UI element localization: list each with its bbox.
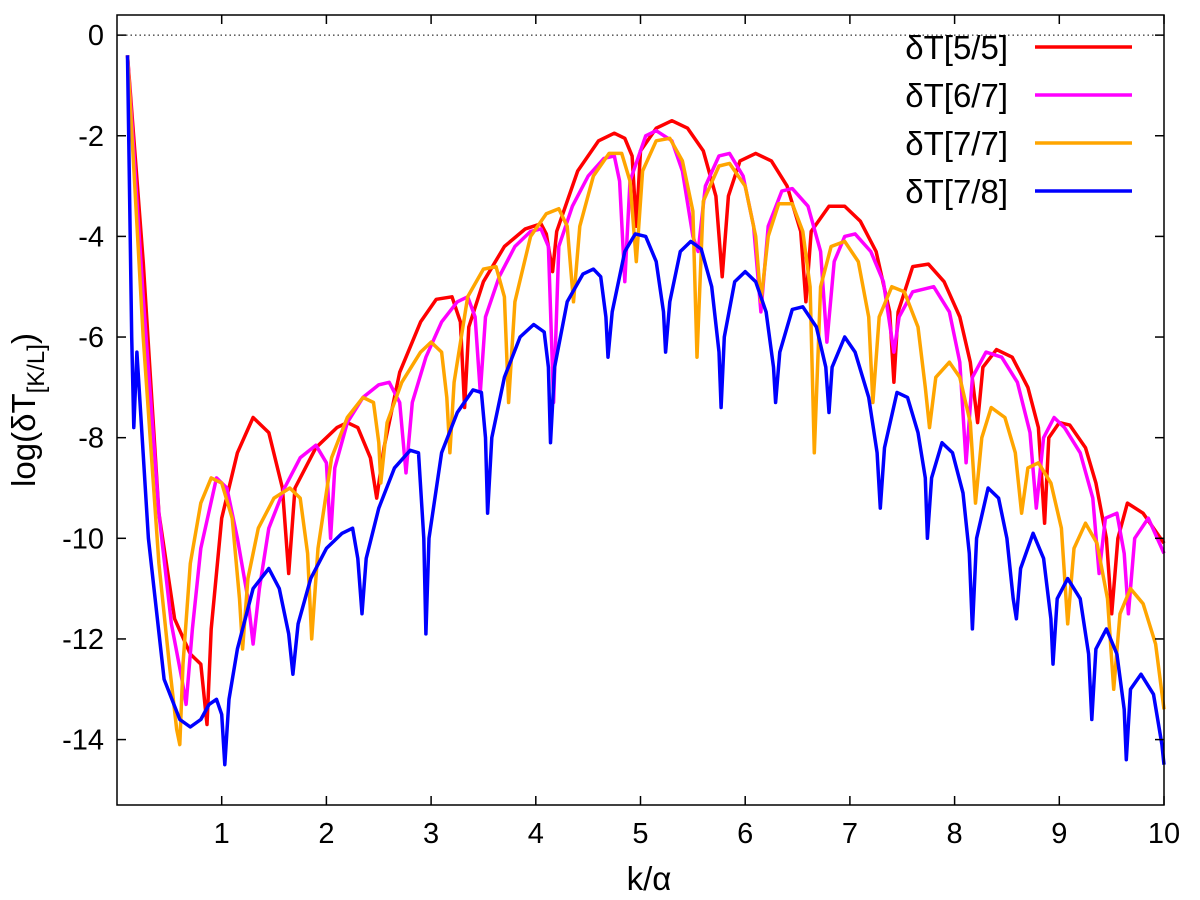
x-tick-label: 10 <box>1148 818 1180 850</box>
series-line-2 <box>125 55 1166 707</box>
x-tick-label: 1 <box>214 818 230 850</box>
ticks-layer: 1 2 3 4 5 6 7 8 9 10 0 -2 -4 -6 -8 -10 -12 -14 <box>62 15 1180 850</box>
series-line-4 <box>125 55 1166 767</box>
y-tick-label: 0 <box>88 20 104 52</box>
x-tick-label: 8 <box>947 818 963 850</box>
series-line-1 <box>125 55 1166 727</box>
y-tick-label: -4 <box>78 221 104 253</box>
y-tick-label: -14 <box>62 725 104 757</box>
y-tick-label: -2 <box>78 121 104 153</box>
y-axis-label: log(δT[K/L]) <box>5 333 50 487</box>
x-axis-label: k/α <box>627 860 672 897</box>
y-axis-label-main: log(δT <box>5 393 42 487</box>
legend-label-3: δT[7/7] <box>905 125 1008 162</box>
y-axis-label-close: ) <box>5 333 42 344</box>
x-tick-label: 7 <box>842 818 858 850</box>
x-tick-label: 5 <box>632 818 648 850</box>
x-tick-label: 6 <box>737 818 753 850</box>
series-layer <box>125 55 1166 767</box>
legend-label-4: δT[7/8] <box>905 173 1008 210</box>
y-tick-label: -12 <box>62 624 104 656</box>
y-tick-label: -10 <box>62 523 104 555</box>
legend-label-1: δT[5/5] <box>905 29 1008 66</box>
legend-label-2: δT[6/7] <box>905 77 1008 114</box>
series-line-3 <box>125 55 1166 747</box>
x-tick-label: 9 <box>1051 818 1067 850</box>
legend: δT[5/5] δT[6/7] δT[7/7] δT[7/8] <box>905 29 1132 210</box>
x-tick-label: 3 <box>423 818 439 850</box>
x-tick-label: 2 <box>318 818 334 850</box>
y-tick-label: -6 <box>78 322 104 354</box>
y-axis-label-subscript: [K/L] <box>23 344 50 393</box>
x-tick-label: 4 <box>528 818 544 850</box>
y-tick-label: -8 <box>78 423 104 455</box>
